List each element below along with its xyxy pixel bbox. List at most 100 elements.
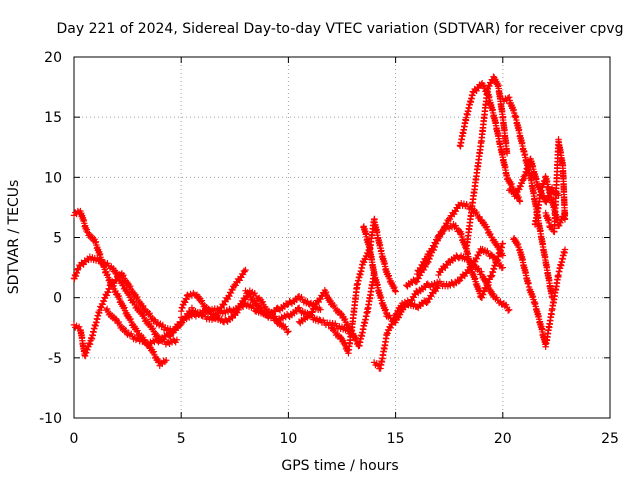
data-point [423,299,430,307]
data-point [465,267,472,274]
data-point [257,304,265,311]
x-tick-label: 20 [494,431,512,447]
data-point [446,225,453,232]
data-point [229,286,236,294]
data-point [442,223,449,231]
data-point [416,272,424,279]
series-track-8 [295,270,378,350]
data-point [499,252,506,259]
data-point [384,330,391,337]
data-point [423,256,430,264]
data-point [392,313,399,321]
data-point [166,333,173,340]
data-point [309,309,316,316]
series-track-11 [370,245,506,372]
series-track-9 [328,215,399,357]
data-point [509,187,516,194]
data-point [475,265,482,272]
x-tick-label: 0 [70,431,79,447]
series-track-19 [510,235,569,350]
y-axis-label: SDTVAR / TECUs [6,180,22,295]
data-point [499,264,506,271]
data-point [146,310,153,317]
tick-labels: 0 5 10 15 20 25 -10 -5 0 5 10 15 20 [39,50,619,447]
data-point [514,240,522,248]
data-point [422,263,429,271]
y-tick-label: 20 [44,50,62,66]
data-point [502,301,510,308]
data-point [504,307,512,314]
data-point [400,301,407,308]
data-point [127,315,134,323]
data-point [130,298,138,305]
data-point [420,266,428,274]
data-point [242,266,249,274]
data-point [149,325,157,332]
data-point [229,314,236,322]
data-point [388,321,396,329]
data-point [561,246,569,253]
data-point [413,278,421,285]
data-point [391,283,398,291]
data-point [389,318,397,326]
data-point [478,268,485,275]
data-point [443,220,451,227]
data-point [493,294,500,301]
data-point [452,222,459,229]
data-point [435,235,442,242]
data-point [508,180,515,188]
data-point [415,275,422,282]
data-point [304,314,311,321]
data-point [476,213,483,220]
data-point [412,279,420,286]
data-point [251,289,258,297]
x-tick-label: 5 [177,431,186,447]
series-track-14 [435,252,513,314]
data-point [317,306,324,313]
data-point [150,348,157,355]
data-point [495,242,502,250]
data-point [251,297,258,304]
data-point [83,226,91,233]
data-point [483,223,490,230]
data-point [391,287,399,294]
data-point [360,259,368,266]
data-point [444,261,451,269]
data-point [310,306,317,313]
y-tick-label: 15 [44,110,62,126]
data-point [198,297,206,304]
x-axis-label: GPS time / hours [281,458,398,474]
data-point [455,278,462,285]
data-point [543,198,550,206]
series-track-3 [70,270,185,360]
series-track-21 [542,136,569,236]
x-tick-label: 15 [387,431,405,447]
axis-ticks [73,56,611,419]
data-point [284,329,291,336]
data-point [475,252,482,259]
data-point [518,180,525,187]
data-point [513,191,520,199]
data-point [104,271,111,278]
data-point [115,292,122,300]
data-point [322,288,330,296]
y-tick-label: 10 [44,170,62,186]
data-point [331,325,338,333]
data-point [430,242,438,250]
data-point [226,292,233,300]
data-point [561,216,569,223]
series-track-16 [463,73,511,253]
data-point [293,308,300,315]
data-point [386,312,393,319]
data-point [427,249,435,256]
chart-title: Day 221 of 2024, Sidereal Day-to-day VTE… [57,21,624,37]
data-point [127,282,134,290]
data-point [506,306,513,313]
data-point [307,312,315,319]
data-point [396,306,404,313]
data-point [487,230,494,238]
data-point [162,357,170,364]
data-point [246,290,253,298]
data-point [281,323,289,330]
